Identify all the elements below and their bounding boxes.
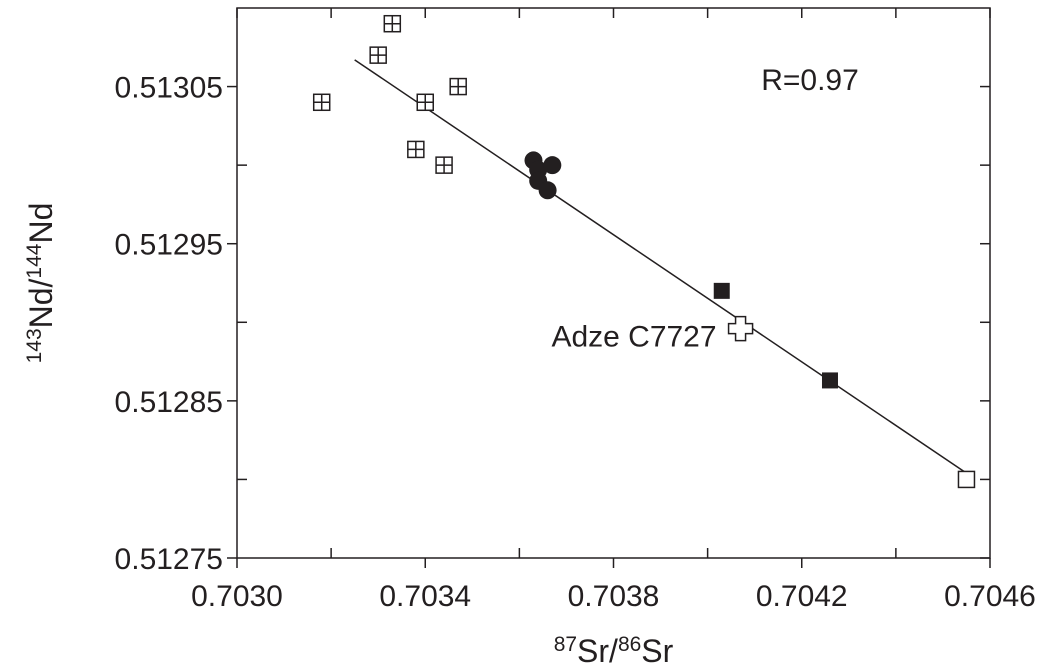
marker-box xyxy=(821,372,838,389)
marker-dot xyxy=(543,156,562,175)
x-axis-label: 87Sr/86Sr xyxy=(554,633,674,670)
marker-cross xyxy=(313,94,330,111)
label-part: Nd xyxy=(23,203,59,244)
marker-cross xyxy=(417,94,434,111)
marker-cross xyxy=(436,157,453,174)
marker-plus xyxy=(727,315,754,342)
point-label: Adze C7727 xyxy=(551,321,716,354)
marker-dot xyxy=(538,181,557,200)
data-point xyxy=(407,140,425,159)
label-part: 144 xyxy=(23,243,46,278)
y-axis-label: 143Nd/144Nd xyxy=(23,203,60,364)
label-part: Sr xyxy=(641,633,673,669)
data-point xyxy=(435,156,453,174)
label-part: 86 xyxy=(618,633,641,656)
data-point xyxy=(821,372,838,389)
label-part: 143 xyxy=(23,328,46,363)
data-point xyxy=(369,46,387,64)
marker-cross xyxy=(450,78,467,95)
data-point xyxy=(543,156,562,175)
data-point xyxy=(538,181,557,200)
y-tick-label: 0.51275 xyxy=(115,543,223,576)
data-point xyxy=(416,93,434,112)
fit-line xyxy=(354,59,967,474)
annotation: R=0.97 xyxy=(761,64,859,97)
data-point xyxy=(312,93,331,112)
plot-frame xyxy=(236,7,991,559)
x-tick-label: 0.7046 xyxy=(944,580,1036,613)
marker-cross xyxy=(370,47,387,64)
x-tick-label: 0.7042 xyxy=(756,580,848,613)
marker-box xyxy=(957,470,976,489)
data-point xyxy=(713,282,730,299)
y-tick-label: 0.51305 xyxy=(115,72,223,105)
data-point xyxy=(383,14,402,33)
label-part: Sr/ xyxy=(577,633,618,669)
marker-box xyxy=(713,282,730,299)
x-tick-label: 0.7038 xyxy=(568,580,660,613)
y-tick-label: 0.51295 xyxy=(115,229,223,262)
marker-cross xyxy=(384,15,401,32)
label-part: Nd/ xyxy=(23,278,59,328)
x-tick-label: 0.7030 xyxy=(191,580,283,613)
data-point xyxy=(957,470,976,489)
y-tick-label: 0.51285 xyxy=(115,386,223,419)
x-tick-label: 0.7034 xyxy=(379,580,471,613)
label-part: 87 xyxy=(554,633,577,656)
data-point xyxy=(449,77,467,96)
data-point xyxy=(727,315,754,342)
marker-cross xyxy=(407,141,424,158)
